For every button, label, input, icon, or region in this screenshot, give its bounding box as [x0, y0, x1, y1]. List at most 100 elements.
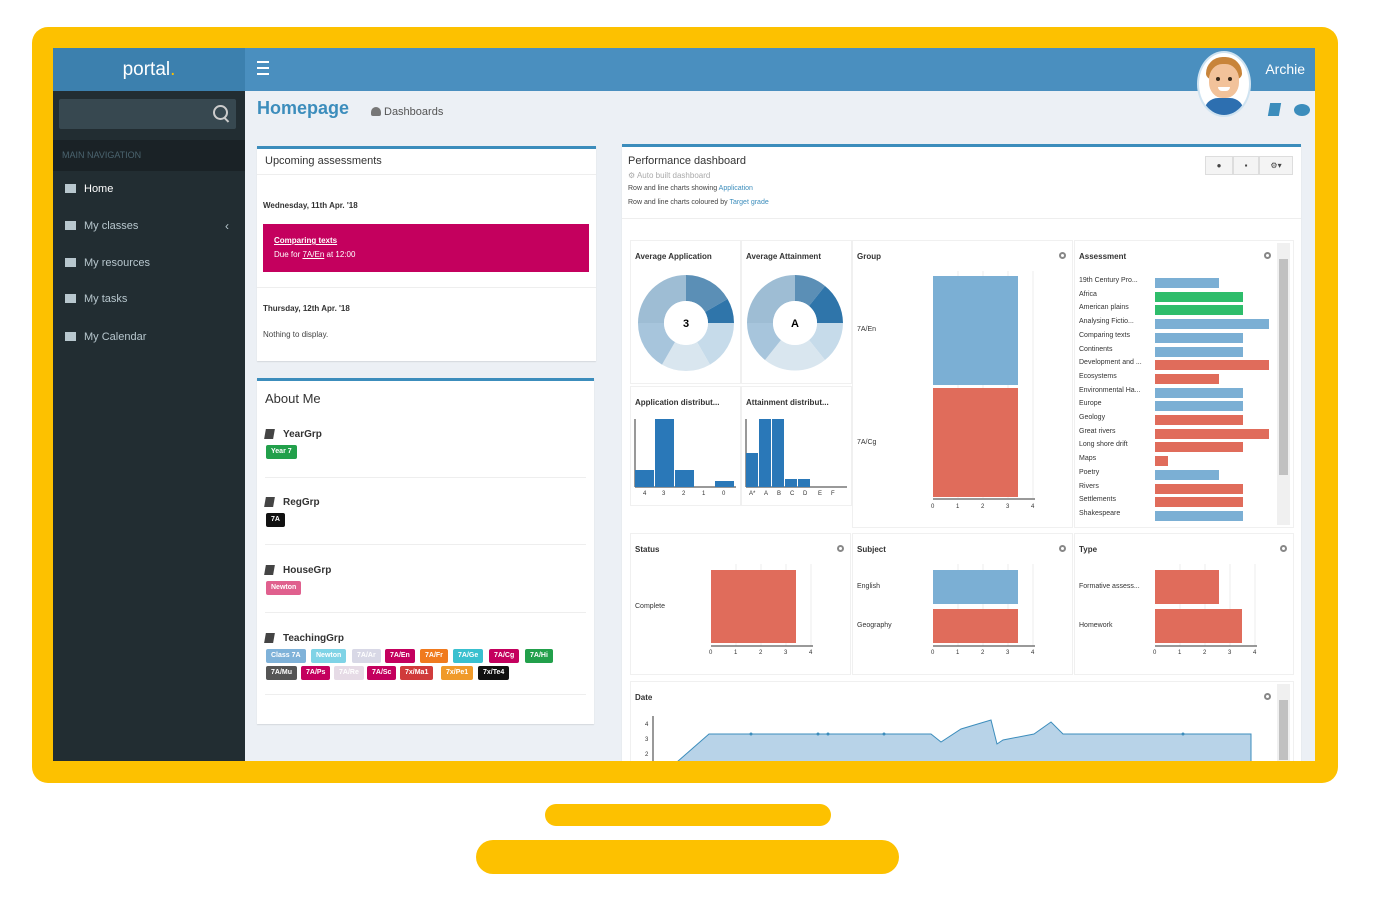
avatar[interactable] [1197, 51, 1251, 117]
application-link[interactable]: Application [718, 185, 753, 192]
box-title: Upcoming assessments [265, 155, 382, 167]
book-icon [264, 565, 275, 575]
type-chart [1155, 564, 1257, 647]
assessment-bar [1155, 456, 1168, 467]
unlock-button[interactable]: ▪ [1233, 156, 1259, 175]
sidebar-item-home[interactable]: Home [53, 172, 245, 206]
assessment-bar [1155, 442, 1243, 453]
scroll-thumb[interactable] [1279, 700, 1288, 760]
menu-toggle-icon[interactable] [257, 61, 269, 75]
teaching-tag[interactable]: 7x/Ma1 [400, 666, 434, 680]
chat-icon[interactable] [1294, 104, 1310, 116]
scroll-thumb[interactable] [1279, 259, 1288, 475]
assessment-row-label: Continents [1079, 345, 1113, 353]
attainment-distribution-chart [745, 419, 847, 488]
box-title: Performance dashboard [628, 155, 747, 167]
class-link[interactable]: 7A/En [302, 250, 325, 259]
assessment-card[interactable]: Comparing texts Due for 7A/En at 12:00 [263, 224, 589, 272]
assessment-bar [1155, 469, 1219, 480]
status-panel: Status Complete 0 1 2 3 4 [630, 533, 851, 675]
teaching-tag[interactable]: 7A/Fr [420, 649, 448, 663]
assessment-bar [1155, 305, 1243, 316]
dashboard-icon [371, 107, 381, 116]
assessment-bar [1155, 291, 1243, 302]
assessment-row-label: Maps [1079, 455, 1097, 463]
panel-title: Attainment distribut... [746, 398, 829, 407]
teaching-tag[interactable]: 7A/Mu [266, 666, 297, 680]
attainment-distribution-panel: Attainment distribut... A* A B C D E F [741, 386, 852, 506]
search-input[interactable] [59, 99, 236, 129]
reggrp-label: RegGrp [283, 497, 320, 508]
assessment-scrollbar[interactable] [1277, 243, 1290, 525]
breadcrumb[interactable]: Dashboards [371, 106, 443, 118]
gear-icon[interactable] [1059, 252, 1066, 259]
sidebar-item-my-calendar[interactable]: My Calendar [53, 320, 245, 354]
box-title: About Me [265, 391, 321, 406]
book-icon [264, 633, 275, 643]
view-button[interactable]: ● [1205, 156, 1233, 175]
teaching-tag[interactable]: 7x/Te4 [478, 666, 510, 680]
logo[interactable]: portal. [53, 48, 245, 91]
top-navbar: portal. Archie [53, 48, 1315, 91]
date-y-tick: 2 [645, 752, 649, 758]
teaching-tag[interactable]: 7A/Re [334, 666, 364, 680]
settings-dropdown-button[interactable]: ⚙▾ [1259, 156, 1293, 175]
assessment-row-label: Shakespeare [1079, 509, 1121, 517]
axis-tick: A* [749, 491, 756, 497]
assessment-panel: Assessment 19th Century Pro... Africa Amer… [1074, 240, 1294, 528]
group-row-label: 7A/En [857, 326, 877, 333]
axis-tick: 0 [931, 650, 935, 656]
teaching-tag[interactable]: 7x/Pe1 [441, 666, 474, 680]
axis-tick: A [764, 491, 769, 497]
teaching-tag[interactable]: 7A/Hi [525, 649, 553, 663]
assessment-row-label: Geology [1079, 414, 1106, 421]
teaching-tag[interactable]: 7A/En [385, 649, 415, 663]
gear-icon[interactable] [1264, 693, 1271, 700]
gear-icon[interactable] [837, 545, 844, 552]
housegrp-tag[interactable]: Newton [266, 581, 302, 595]
assessment-row-label: Poetry [1079, 468, 1100, 476]
teaching-tag[interactable]: 7A/Ps [301, 666, 331, 680]
book-icon[interactable] [1267, 103, 1282, 116]
axis-tick: F [831, 491, 835, 497]
teaching-tag[interactable]: Class 7A [266, 649, 306, 663]
target-grade-link[interactable]: Target grade [729, 199, 769, 206]
teaching-tag[interactable]: 7A/Cg [489, 649, 520, 663]
axis-tick: 1 [734, 650, 738, 656]
group-chart [933, 271, 1035, 500]
sidebar-item-my-classes[interactable]: My classes ‹ [53, 209, 245, 243]
assessment-bar [1155, 415, 1243, 425]
teaching-tag[interactable]: Newton [311, 649, 347, 663]
logo-text: portal [122, 59, 171, 80]
gear-icon[interactable] [1059, 545, 1066, 552]
axis-tick: 4 [809, 650, 813, 656]
monitor-stand-neck [545, 804, 831, 826]
gear-icon[interactable] [1280, 545, 1287, 552]
assessment-due: Due for 7A/En at 12:00 [274, 250, 356, 259]
assessment-bar [1155, 483, 1243, 494]
assessment-title[interactable]: Comparing texts [274, 236, 338, 245]
average-application-panel: Average Application 3 [630, 240, 741, 384]
axis-tick: 3 [1228, 650, 1232, 656]
search-icon[interactable] [213, 105, 228, 120]
user-name[interactable]: Archie [1265, 61, 1305, 77]
date-scrollbar[interactable] [1277, 684, 1290, 761]
assessment-row-label: 19th Century Pro... [1079, 277, 1138, 284]
assessment-row-label: Africa [1079, 290, 1097, 298]
panel-title: Status [635, 545, 660, 554]
assessment-bar [1155, 360, 1269, 371]
group-panel: Group 7A/En 7A/Cg 0 1 2 3 4 [852, 240, 1073, 528]
gear-icon[interactable] [1264, 252, 1271, 259]
average-application-donut: 3 [638, 275, 734, 372]
group-row-label: 7A/Cg [857, 439, 877, 446]
teaching-tag[interactable]: 7A/Sc [367, 666, 397, 680]
reggrp-tag[interactable]: 7A [266, 513, 285, 527]
chevron-left-icon: ‹ [225, 219, 229, 233]
book-icon [264, 429, 275, 439]
sidebar-item-my-resources[interactable]: My resources [53, 246, 245, 280]
teaching-tag[interactable]: 7A/Ge [453, 649, 484, 663]
sidebar-item-my-tasks[interactable]: My tasks [53, 282, 245, 316]
teaching-tag[interactable]: 7A/Ar [352, 649, 381, 663]
yeargrp-tag[interactable]: Year 7 [266, 445, 297, 459]
assessment-row-label: Long shore drift [1079, 441, 1128, 449]
